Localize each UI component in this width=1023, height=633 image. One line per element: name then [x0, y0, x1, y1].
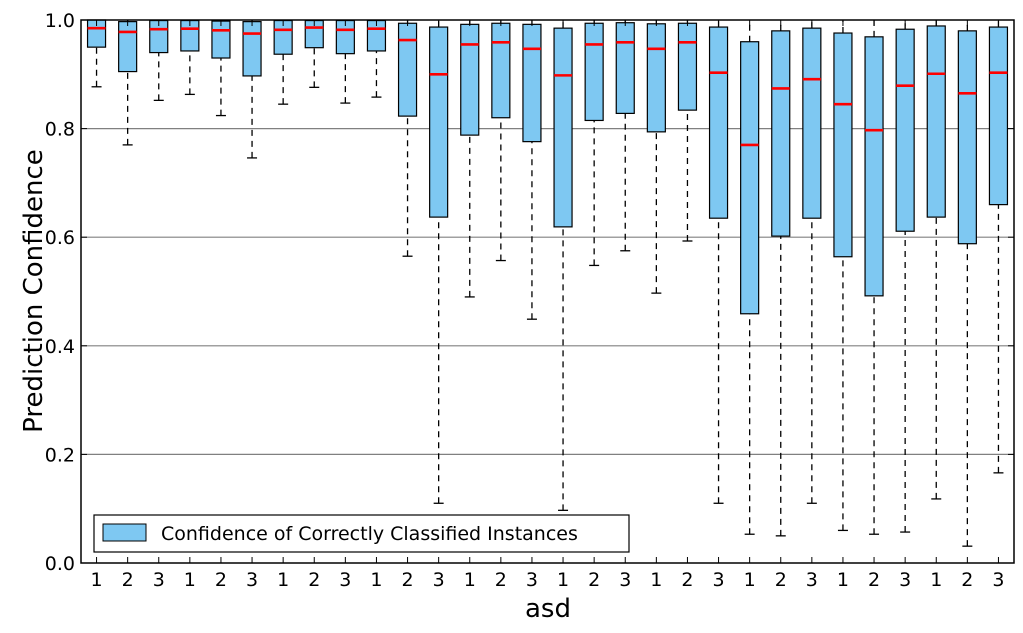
- box-body: [988, 26, 1009, 206]
- x-tick-label: 1: [930, 569, 942, 591]
- box-body: [118, 21, 138, 73]
- box-12: [429, 20, 449, 504]
- x-tick-label: 3: [246, 569, 258, 591]
- box-body: [460, 23, 480, 136]
- y-axis-ticks: 0.0 0.2 0.4 0.6 0.8 1.0: [45, 10, 1014, 575]
- box-24: [802, 20, 822, 504]
- box-29: [957, 20, 977, 547]
- x-tick-label: 1: [184, 569, 196, 591]
- x-tick-label: 1: [464, 569, 476, 591]
- box-body: [615, 22, 635, 114]
- box-body: [864, 36, 884, 297]
- box-body: [211, 20, 231, 59]
- x-tick-label: 2: [308, 569, 320, 591]
- x-tick-label: 1: [277, 569, 289, 591]
- box-15: [522, 20, 542, 320]
- x-tick-label: 2: [681, 569, 693, 591]
- x-tick-label: 1: [91, 569, 103, 591]
- legend: Confidence of Correctly Classified Insta…: [93, 514, 630, 553]
- y-tick-label: 0.0: [45, 553, 75, 575]
- box-body: [646, 23, 666, 133]
- x-tick-label: 3: [992, 569, 1004, 591]
- x-tick-label: 3: [806, 569, 818, 591]
- x-tick-label: 2: [868, 569, 880, 591]
- box-body: [522, 23, 542, 143]
- x-tick-label: 1: [370, 569, 382, 591]
- box-8: [304, 19, 324, 88]
- y-tick-label: 0.2: [45, 444, 75, 466]
- y-tick-label: 0.4: [45, 336, 75, 358]
- box-body: [740, 41, 760, 315]
- x-tick-label: 3: [899, 569, 911, 591]
- box-body: [584, 22, 604, 122]
- box-body: [491, 22, 511, 119]
- box-23: [771, 20, 791, 537]
- y-tick-label: 1.0: [45, 10, 75, 32]
- box-body: [553, 27, 573, 228]
- x-tick-label: 3: [526, 569, 538, 591]
- box-27: [895, 20, 915, 533]
- y-axis-title: Prediction Confidence: [19, 149, 49, 433]
- x-tick-label: 1: [557, 569, 569, 591]
- x-tick-label: 2: [775, 569, 787, 591]
- x-tick-label: 1: [744, 569, 756, 591]
- x-tick-label: 1: [837, 569, 849, 591]
- box-25: [833, 20, 853, 532]
- box-18: [615, 20, 635, 252]
- box-16: [553, 20, 573, 511]
- grid-lines: [81, 128, 1014, 455]
- legend-swatch: [102, 523, 147, 542]
- box-30: [988, 20, 1009, 474]
- x-tick-label: 2: [402, 569, 414, 591]
- box-body: [771, 30, 791, 237]
- box-3: [149, 19, 169, 102]
- x-tick-label: 2: [961, 569, 973, 591]
- box-body: [429, 26, 449, 218]
- y-tick-label: 0.6: [45, 227, 75, 249]
- box-body: [926, 25, 946, 218]
- box-body: [242, 21, 262, 77]
- box-14: [491, 20, 511, 262]
- x-tick-label: 3: [433, 569, 445, 591]
- box-body: [397, 22, 418, 117]
- x-tick-label: 2: [495, 569, 507, 591]
- x-tick-label: 3: [619, 569, 631, 591]
- box-body: [708, 26, 729, 219]
- x-tick-label: 2: [122, 569, 134, 591]
- x-axis-title: asd: [525, 594, 571, 624]
- x-tick-label: 3: [713, 569, 725, 591]
- box-22: [740, 20, 760, 535]
- legend-label: Confidence of Correctly Classified Insta…: [161, 523, 578, 545]
- box-body: [957, 30, 977, 245]
- box-26: [864, 20, 884, 535]
- box-13: [460, 20, 480, 298]
- x-tick-label: 3: [339, 569, 351, 591]
- box-body: [677, 22, 698, 111]
- x-tick-label: 3: [153, 569, 165, 591]
- box-9: [335, 19, 355, 104]
- plot-frame: [80, 19, 1015, 564]
- box-1: [86, 19, 107, 88]
- box-body: [895, 28, 915, 232]
- box-body: [802, 27, 822, 219]
- box-body: [833, 32, 853, 258]
- x-tick-label: 2: [215, 569, 227, 591]
- y-tick-label: 0.8: [45, 119, 75, 141]
- legend-frame: [93, 514, 630, 553]
- x-tick-label: 2: [588, 569, 600, 591]
- box-11: [397, 20, 418, 257]
- x-tick-label: 1: [650, 569, 662, 591]
